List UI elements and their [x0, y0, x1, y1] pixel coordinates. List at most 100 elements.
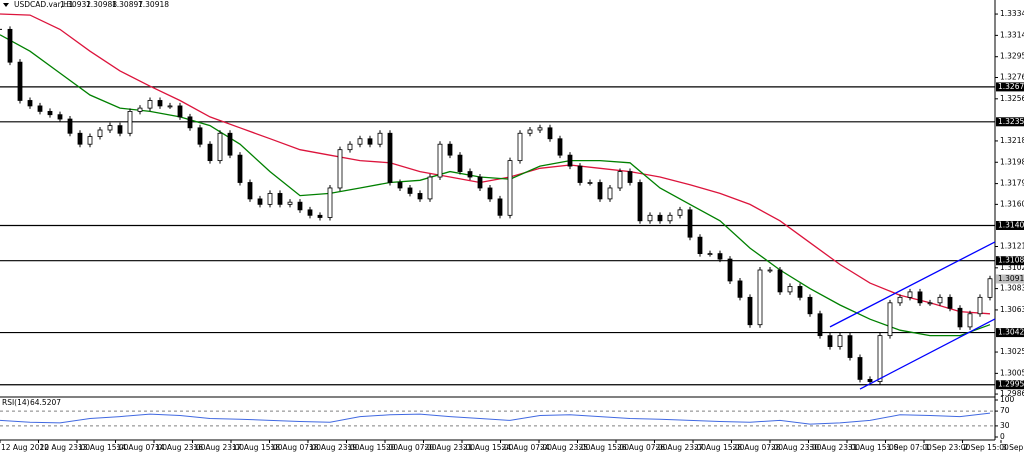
x-tick-label: 1 Sep 07:00 — [887, 443, 933, 452]
candle — [487, 187, 493, 200]
candle — [327, 187, 333, 218]
x-tick-label: 31 Aug 15:00 — [848, 443, 899, 452]
x-tick-label: 14 Aug 07:00 — [117, 443, 168, 452]
candle — [897, 296, 903, 304]
candle — [797, 286, 803, 298]
x-tick-label: 2 Sep 15:00 — [964, 443, 1010, 452]
x-tick-label: 13 Aug 15:00 — [78, 443, 129, 452]
candle — [267, 193, 273, 205]
symbol: USDCAD.var,H1 — [14, 0, 74, 9]
candle — [557, 138, 563, 156]
candle — [417, 193, 423, 200]
candle — [847, 335, 853, 358]
candle — [727, 258, 733, 282]
candle — [87, 136, 93, 145]
y-tick-label: 1.33340 — [1000, 9, 1024, 18]
x-tick-label: 12 Aug 23:00 — [40, 443, 91, 452]
x-tick-label: 26 Aug 07:00 — [617, 443, 668, 452]
candle — [697, 236, 703, 254]
level-tag — [996, 256, 1024, 266]
candle — [67, 118, 73, 134]
candle — [237, 154, 243, 183]
candle — [437, 143, 443, 178]
candle — [607, 187, 613, 200]
candle — [937, 296, 943, 304]
candle — [747, 296, 753, 326]
candle — [587, 182, 593, 184]
current-price-tag — [996, 274, 1024, 284]
candle — [917, 291, 923, 304]
candle — [47, 110, 53, 116]
x-tick-label: 21 Aug 15:00 — [463, 443, 514, 452]
candle — [457, 154, 463, 172]
candle — [927, 302, 933, 305]
level-tag — [996, 220, 1024, 230]
candle — [247, 182, 253, 200]
candle — [767, 269, 773, 272]
candle — [27, 100, 33, 107]
candle — [517, 132, 523, 162]
candle — [147, 100, 153, 109]
menu-arrow — [3, 3, 9, 7]
y-tick-label: 1.32180 — [1000, 136, 1024, 145]
y-tick-label: 1.30830 — [1000, 284, 1024, 293]
candle — [577, 165, 583, 183]
y-tick-label: 1.30635 — [1000, 305, 1024, 314]
moving-average — [0, 34, 991, 337]
candle — [837, 335, 843, 347]
candle — [367, 138, 373, 145]
candle — [947, 296, 953, 309]
candle — [757, 269, 763, 326]
candle — [227, 132, 233, 156]
candle — [827, 335, 833, 347]
channel-line — [859, 318, 996, 390]
candle — [297, 201, 303, 211]
rsi-tick-label: 30 — [1000, 421, 1010, 430]
candle — [97, 129, 103, 137]
candle — [547, 127, 553, 140]
candle — [857, 357, 863, 380]
candle — [317, 214, 323, 218]
rsi-tick-label: 0 — [1000, 432, 1005, 441]
moving-average — [0, 13, 991, 315]
candle — [107, 125, 113, 131]
candle — [497, 198, 503, 216]
level-tag — [996, 328, 1024, 338]
rsi-value: 64.5207 — [30, 398, 61, 407]
x-tick-label: 30 Aug 23:00 — [810, 443, 861, 452]
y-tick-label: 1.31020 — [1000, 263, 1024, 272]
candle — [167, 105, 173, 108]
candle — [407, 187, 413, 194]
y-tick-label: 1.31600 — [1000, 199, 1024, 208]
rsi-tick-label: 100 — [1000, 395, 1015, 404]
x-tick-label: 25 Aug 15:00 — [579, 443, 630, 452]
level-tag — [996, 380, 1024, 390]
candle — [277, 193, 283, 205]
x-tick-label: 26 Aug 23:00 — [656, 443, 707, 452]
candle — [77, 132, 83, 145]
candle — [907, 291, 913, 298]
candle — [157, 100, 163, 107]
x-tick-label: 27 Aug 15:00 — [694, 443, 745, 452]
candle — [257, 198, 263, 205]
candle — [637, 182, 643, 222]
level-label: 1.31407 — [998, 220, 1024, 229]
candle — [207, 143, 213, 162]
x-tick-label: 16 Aug 23:00 — [194, 443, 245, 452]
rsi-label: RSI(14) — [2, 398, 30, 407]
candle — [197, 127, 203, 145]
candle — [427, 176, 433, 200]
candle — [977, 296, 983, 315]
candle — [37, 105, 43, 112]
candle — [677, 209, 683, 216]
x-tick-label: 18 Aug 23:00 — [309, 443, 360, 452]
candle — [447, 143, 453, 156]
x-tick-label: 12 Aug 2020 — [1, 443, 49, 452]
y-tick-label: 1.30250 — [1000, 347, 1024, 356]
candle — [387, 132, 393, 183]
candle — [817, 313, 823, 337]
candle — [477, 176, 483, 189]
